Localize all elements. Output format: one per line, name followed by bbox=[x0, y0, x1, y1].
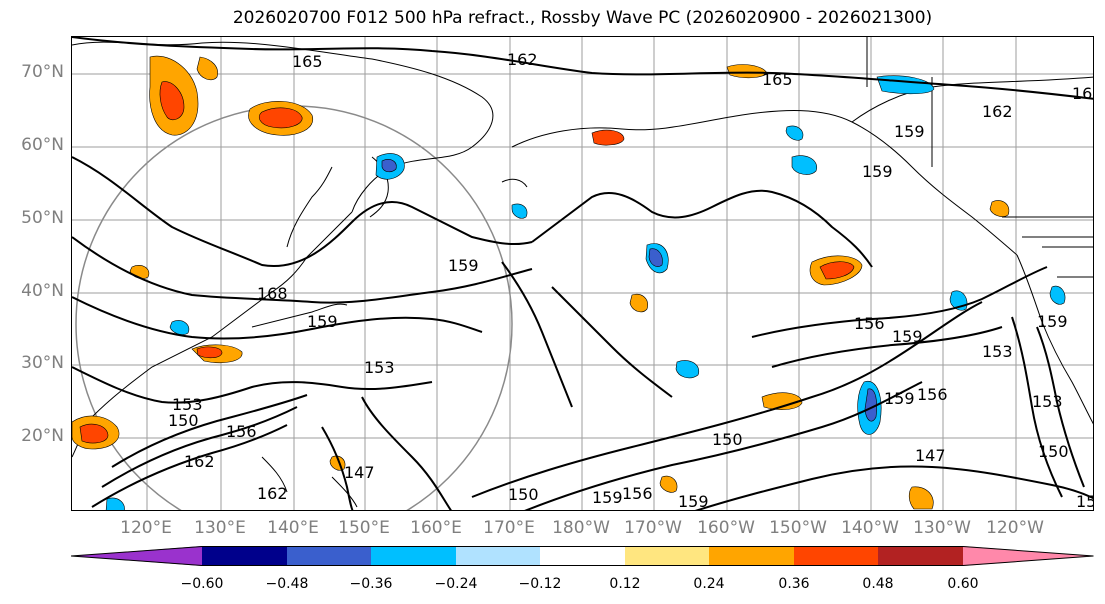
lon-label: 130°W bbox=[913, 518, 971, 538]
contour-label: 156 bbox=[917, 385, 948, 404]
lon-label: 160°W bbox=[697, 518, 755, 538]
colorbar-segment bbox=[625, 546, 709, 566]
contour-label: 159 bbox=[307, 312, 338, 331]
colorbar-label: −0.12 bbox=[518, 576, 562, 592]
contour-label: 156 bbox=[854, 314, 885, 333]
contour-label: 153 bbox=[364, 358, 395, 377]
contour-label: 150 bbox=[168, 411, 199, 430]
contour-label: 162 bbox=[507, 50, 538, 69]
colorbar-label: 0.48 bbox=[862, 576, 894, 592]
lon-label: 170°E bbox=[483, 518, 535, 538]
lon-label: 170°W bbox=[624, 518, 682, 538]
colorbar-label: −0.24 bbox=[434, 576, 478, 592]
lon-label: 150°E bbox=[338, 518, 390, 538]
contour-label: 159 bbox=[1037, 312, 1068, 331]
map-canvas: 165 162 165 16 162 159 159 159 156 159 1… bbox=[72, 37, 1094, 511]
contour-label: 147 bbox=[344, 463, 375, 482]
colorbar-label: 0.12 bbox=[609, 576, 641, 592]
contour-label: 150 bbox=[1038, 442, 1069, 461]
contour-label: 165 bbox=[292, 52, 323, 71]
colorbar-label: −0.60 bbox=[180, 576, 224, 592]
contour-labels: 165 162 165 16 162 159 159 159 156 159 1… bbox=[168, 50, 1094, 511]
contour-label: 159 bbox=[884, 389, 915, 408]
positive-anomalies bbox=[72, 55, 1010, 510]
contour-label: 162 bbox=[257, 484, 288, 503]
lat-label: 50°N bbox=[21, 208, 64, 228]
lon-label: 120°E bbox=[120, 518, 172, 538]
lat-label: 60°N bbox=[21, 135, 64, 155]
map-title: 2026020700 F012 500 hPa refract., Rossby… bbox=[232, 8, 933, 28]
lon-label: 140°W bbox=[841, 518, 899, 538]
contour-label: 162 bbox=[982, 102, 1013, 121]
contour-label: 159 bbox=[862, 162, 893, 181]
colorbar-label: 0.24 bbox=[693, 576, 725, 592]
lat-label: 30°N bbox=[21, 353, 64, 373]
colorbar-segment bbox=[456, 546, 540, 566]
colorbar-segment bbox=[287, 546, 371, 566]
colorbar-segment bbox=[202, 546, 287, 566]
contour-label: 168 bbox=[257, 284, 288, 303]
colorbar-segment bbox=[709, 546, 794, 566]
colorbar-label: −0.36 bbox=[349, 576, 393, 592]
colorbar bbox=[71, 546, 1094, 566]
height-contours bbox=[72, 37, 1093, 510]
contour-label: 159 bbox=[448, 256, 479, 275]
contour-label: 153 bbox=[172, 395, 203, 414]
lon-label: 160°E bbox=[410, 518, 462, 538]
contour-label: 16 bbox=[1072, 84, 1092, 103]
lon-label: 130°E bbox=[194, 518, 246, 538]
colorbar-label: −0.48 bbox=[265, 576, 309, 592]
lon-label: 140°E bbox=[267, 518, 319, 538]
colorbar-segment bbox=[794, 546, 878, 566]
contour-label: 159 bbox=[592, 488, 623, 507]
lat-label: 40°N bbox=[21, 281, 64, 301]
contour-label: 150 bbox=[712, 430, 743, 449]
colorbar-label: 0.36 bbox=[778, 576, 810, 592]
contour-label: 159 bbox=[678, 492, 709, 511]
graticule bbox=[72, 37, 1093, 510]
map-panel: 165 162 165 16 162 159 159 159 156 159 1… bbox=[71, 36, 1094, 511]
contour-label: 153 bbox=[982, 342, 1013, 361]
contour-label: 159 bbox=[894, 122, 925, 141]
contour-label: 156 bbox=[226, 422, 257, 441]
lon-label: 180°W bbox=[552, 518, 610, 538]
colorbar-label: 0.60 bbox=[947, 576, 979, 592]
contour-label: 156 bbox=[622, 484, 653, 503]
contour-label: 159 bbox=[892, 327, 923, 346]
contour-label: 150 bbox=[508, 485, 539, 504]
lon-label: 120°W bbox=[986, 518, 1044, 538]
colorbar-segment bbox=[71, 546, 202, 566]
lon-label: 150°W bbox=[769, 518, 827, 538]
contour-label: 159 bbox=[1076, 492, 1094, 511]
colorbar-segment bbox=[371, 546, 456, 566]
negative-anomalies bbox=[105, 75, 1066, 510]
colorbar-segment bbox=[878, 546, 963, 566]
contour-label: 147 bbox=[915, 446, 946, 465]
contour-label: 153 bbox=[1032, 392, 1063, 411]
contour-label: 162 bbox=[184, 452, 215, 471]
colorbar-segment bbox=[963, 546, 1094, 566]
colorbar-segment bbox=[540, 546, 625, 566]
contour-label: 165 bbox=[762, 70, 793, 89]
lat-label: 20°N bbox=[21, 426, 64, 446]
lat-label: 70°N bbox=[21, 62, 64, 82]
